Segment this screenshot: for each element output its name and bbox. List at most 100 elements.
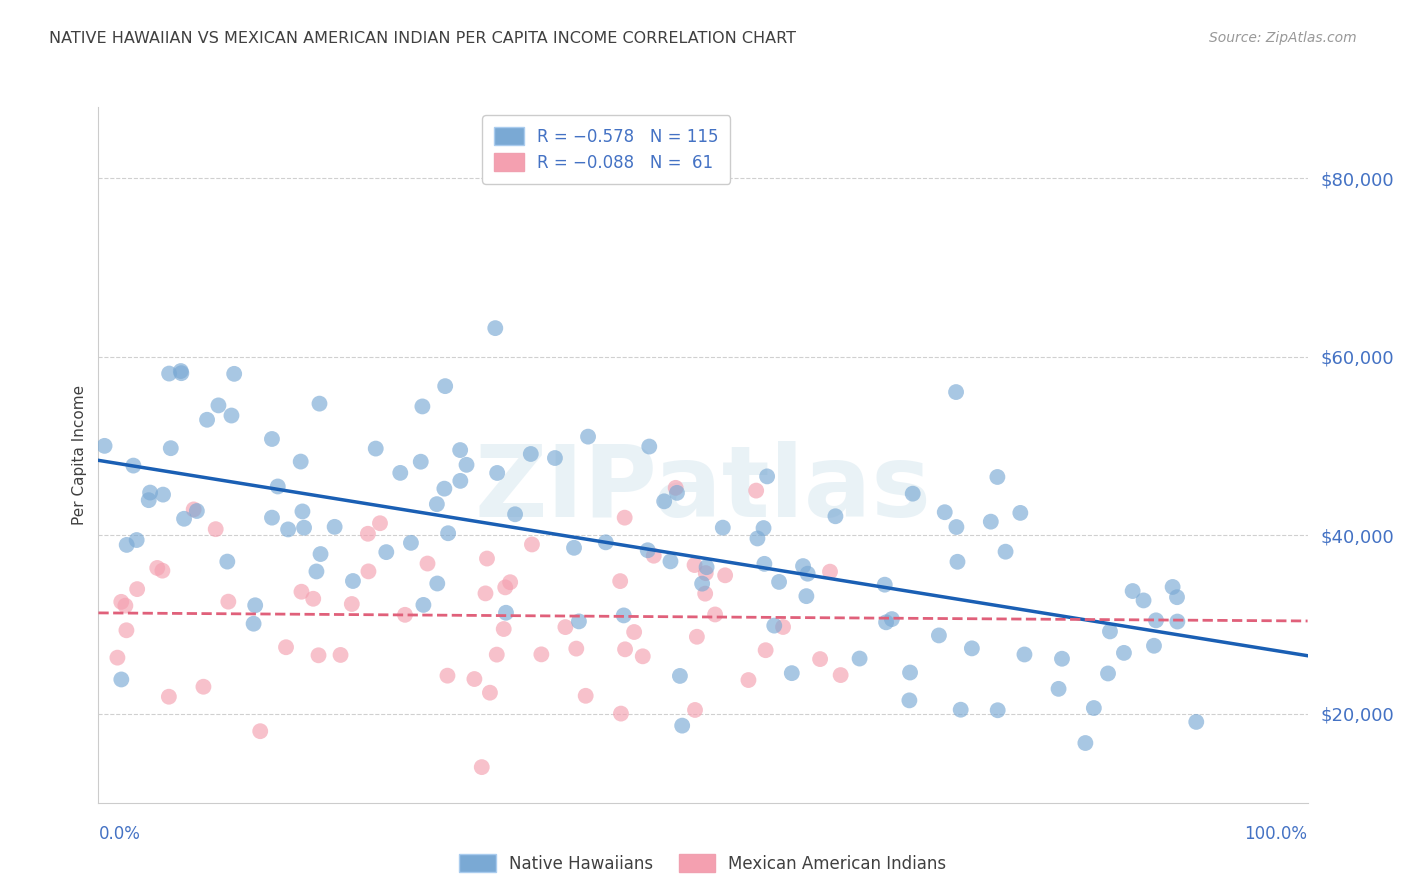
Point [340, 597, 363, 611]
Point [1010, 506, 1032, 520]
Point [683, 558, 706, 572]
Legend: R = −0.578   N = 115, R = −0.088   N =  61: R = −0.578 N = 115, R = −0.088 N = 61 [482, 115, 730, 184]
Point [568, 615, 591, 629]
Point [613, 608, 636, 623]
Point [792, 559, 814, 574]
Point [960, 641, 983, 656]
Point [290, 584, 312, 599]
Point [928, 628, 950, 642]
Point [652, 494, 675, 508]
Point [609, 574, 631, 588]
Point [308, 397, 330, 411]
Point [704, 607, 727, 622]
Point [690, 576, 713, 591]
Point [768, 574, 790, 589]
Point [1083, 701, 1105, 715]
Point [115, 624, 138, 638]
Point [1097, 666, 1119, 681]
Point [389, 466, 412, 480]
Point [416, 557, 439, 571]
Point [426, 576, 449, 591]
Point [614, 642, 637, 657]
Point [474, 586, 496, 600]
Point [399, 536, 422, 550]
Point [631, 649, 654, 664]
Point [503, 508, 526, 522]
Point [669, 669, 692, 683]
Point [436, 668, 458, 682]
Point [945, 385, 967, 400]
Point [772, 620, 794, 634]
Point [409, 455, 432, 469]
Point [125, 533, 148, 547]
Point [204, 522, 226, 536]
Point [110, 673, 132, 687]
Point [302, 591, 325, 606]
Point [848, 651, 870, 665]
Point [157, 367, 180, 381]
Point [471, 760, 494, 774]
Point [494, 580, 516, 594]
Point [637, 543, 659, 558]
Point [711, 521, 734, 535]
Point [224, 367, 246, 381]
Point [433, 482, 456, 496]
Point [217, 594, 239, 608]
Point [357, 526, 380, 541]
Point [1014, 648, 1036, 662]
Point [1143, 639, 1166, 653]
Point [207, 398, 229, 412]
Point [980, 515, 1002, 529]
Point [277, 523, 299, 537]
Point [1122, 584, 1144, 599]
Point [159, 441, 181, 455]
Point [901, 486, 924, 500]
Point [1166, 590, 1188, 604]
Point [463, 672, 485, 686]
Point [368, 516, 391, 531]
Point [127, 582, 149, 596]
Point [714, 568, 737, 582]
Point [195, 413, 218, 427]
Point [755, 643, 778, 657]
Point [122, 458, 145, 473]
Point [495, 606, 517, 620]
Point [110, 595, 132, 609]
Point [659, 554, 682, 568]
Point [763, 618, 786, 632]
Text: 100.0%: 100.0% [1244, 825, 1308, 843]
Point [475, 551, 498, 566]
Point [665, 486, 688, 500]
Point [1166, 615, 1188, 629]
Point [411, 400, 433, 414]
Point [898, 693, 921, 707]
Point [274, 640, 297, 655]
Point [520, 537, 543, 551]
Point [880, 612, 903, 626]
Point [1074, 736, 1097, 750]
Point [686, 630, 709, 644]
Point [1161, 580, 1184, 594]
Point [1047, 681, 1070, 696]
Point [309, 547, 332, 561]
Point [186, 504, 208, 518]
Point [818, 565, 841, 579]
Point [643, 549, 665, 563]
Point [499, 575, 522, 590]
Point [152, 564, 174, 578]
Point [554, 620, 576, 634]
Point [683, 703, 706, 717]
Point [780, 666, 803, 681]
Point [987, 703, 1010, 717]
Point [170, 364, 193, 378]
Point [665, 481, 688, 495]
Point [756, 469, 779, 483]
Point [613, 510, 636, 524]
Point [562, 541, 585, 555]
Text: 0.0%: 0.0% [98, 825, 141, 843]
Point [290, 454, 312, 468]
Point [449, 474, 471, 488]
Point [291, 504, 314, 518]
Point [249, 724, 271, 739]
Point [243, 599, 266, 613]
